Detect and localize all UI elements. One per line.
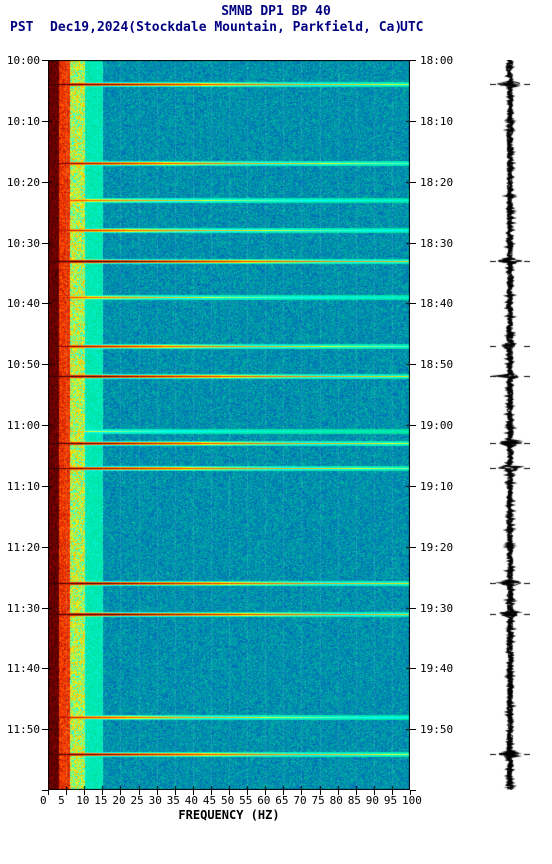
freq-tick-label: 70: [293, 794, 306, 807]
freq-tick-label: 90: [366, 794, 379, 807]
freq-tick-label: 50: [221, 794, 234, 807]
pst-time-label: 10:20: [0, 176, 40, 189]
freq-tick-label: 30: [149, 794, 162, 807]
pst-time-label: 11:30: [0, 602, 40, 615]
pst-time-label: 11:50: [0, 723, 40, 736]
freq-tick-label: 100: [402, 794, 422, 807]
utc-time-label: 18:30: [420, 237, 453, 250]
pst-time-label: 11:40: [0, 662, 40, 675]
pst-time-label: 10:10: [0, 115, 40, 128]
freq-tick: [48, 790, 49, 795]
subtitle: Dec19,2024(Stockdale Mountain, Parkfield…: [50, 20, 402, 35]
time-tick: [42, 121, 48, 122]
utc-time-label: 19:00: [420, 419, 453, 432]
freq-tick-label: 65: [275, 794, 288, 807]
time-tick: [410, 243, 416, 244]
freq-tick-label: 85: [348, 794, 361, 807]
freq-tick: [301, 790, 302, 795]
pst-time-label: 11:10: [0, 480, 40, 493]
freq-tick: [374, 790, 375, 795]
time-tick: [42, 425, 48, 426]
freq-tick-label: 75: [312, 794, 325, 807]
time-tick: [42, 243, 48, 244]
time-tick: [42, 60, 48, 61]
time-tick: [410, 668, 416, 669]
pst-time-label: 11:00: [0, 419, 40, 432]
freq-tick: [157, 790, 158, 795]
freq-tick: [283, 790, 284, 795]
utc-time-label: 19:50: [420, 723, 453, 736]
time-tick: [410, 303, 416, 304]
time-tick: [410, 547, 416, 548]
time-tick: [410, 182, 416, 183]
freq-tick: [139, 790, 140, 795]
time-tick: [410, 486, 416, 487]
utc-time-label: 18:50: [420, 358, 453, 371]
freq-tick-label: 45: [203, 794, 216, 807]
time-tick: [42, 364, 48, 365]
time-tick: [42, 303, 48, 304]
freq-tick-label: 20: [112, 794, 125, 807]
freq-tick: [410, 790, 411, 795]
time-tick: [42, 547, 48, 548]
freq-tick-label: 40: [185, 794, 198, 807]
freq-tick-label: 0: [40, 794, 47, 807]
time-tick: [42, 182, 48, 183]
freq-tick: [392, 790, 393, 795]
tz-right: UTC: [400, 20, 423, 35]
freq-tick: [247, 790, 248, 795]
freq-tick-label: 15: [94, 794, 107, 807]
freq-tick: [84, 790, 85, 795]
utc-time-label: 18:20: [420, 176, 453, 189]
freq-tick: [66, 790, 67, 795]
time-tick: [410, 60, 416, 61]
freq-tick: [193, 790, 194, 795]
freq-tick: [211, 790, 212, 795]
freq-tick: [356, 790, 357, 795]
utc-time-label: 18:40: [420, 297, 453, 310]
utc-time-label: 19:30: [420, 602, 453, 615]
pst-time-label: 10:30: [0, 237, 40, 250]
utc-time-label: 19:40: [420, 662, 453, 675]
freq-tick: [102, 790, 103, 795]
utc-time-label: 19:20: [420, 541, 453, 554]
chart-title: SMNB DP1 BP 40: [0, 4, 552, 19]
freq-tick: [338, 790, 339, 795]
freq-tick: [120, 790, 121, 795]
time-tick: [410, 364, 416, 365]
time-tick: [410, 425, 416, 426]
waveform: [490, 60, 530, 790]
time-tick: [42, 486, 48, 487]
time-tick: [410, 608, 416, 609]
pst-time-label: 11:20: [0, 541, 40, 554]
pst-time-label: 10:50: [0, 358, 40, 371]
x-axis-title: FREQUENCY (HZ): [48, 808, 410, 822]
freq-tick: [265, 790, 266, 795]
time-tick: [42, 729, 48, 730]
freq-tick-label: 60: [257, 794, 270, 807]
pst-time-label: 10:00: [0, 54, 40, 67]
freq-tick-label: 95: [384, 794, 397, 807]
time-tick: [410, 729, 416, 730]
freq-tick-label: 35: [167, 794, 180, 807]
utc-time-label: 19:10: [420, 480, 453, 493]
time-tick: [410, 121, 416, 122]
freq-tick-label: 25: [131, 794, 144, 807]
tz-left: PST: [10, 20, 33, 35]
time-tick: [42, 668, 48, 669]
freq-tick-label: 10: [76, 794, 89, 807]
freq-tick: [320, 790, 321, 795]
freq-tick: [175, 790, 176, 795]
time-tick: [42, 608, 48, 609]
freq-tick-label: 80: [330, 794, 343, 807]
utc-time-label: 18:10: [420, 115, 453, 128]
freq-tick-label: 5: [58, 794, 65, 807]
freq-tick: [229, 790, 230, 795]
utc-time-label: 18:00: [420, 54, 453, 67]
freq-tick-label: 55: [239, 794, 252, 807]
pst-time-label: 10:40: [0, 297, 40, 310]
spectrogram: [48, 60, 410, 790]
